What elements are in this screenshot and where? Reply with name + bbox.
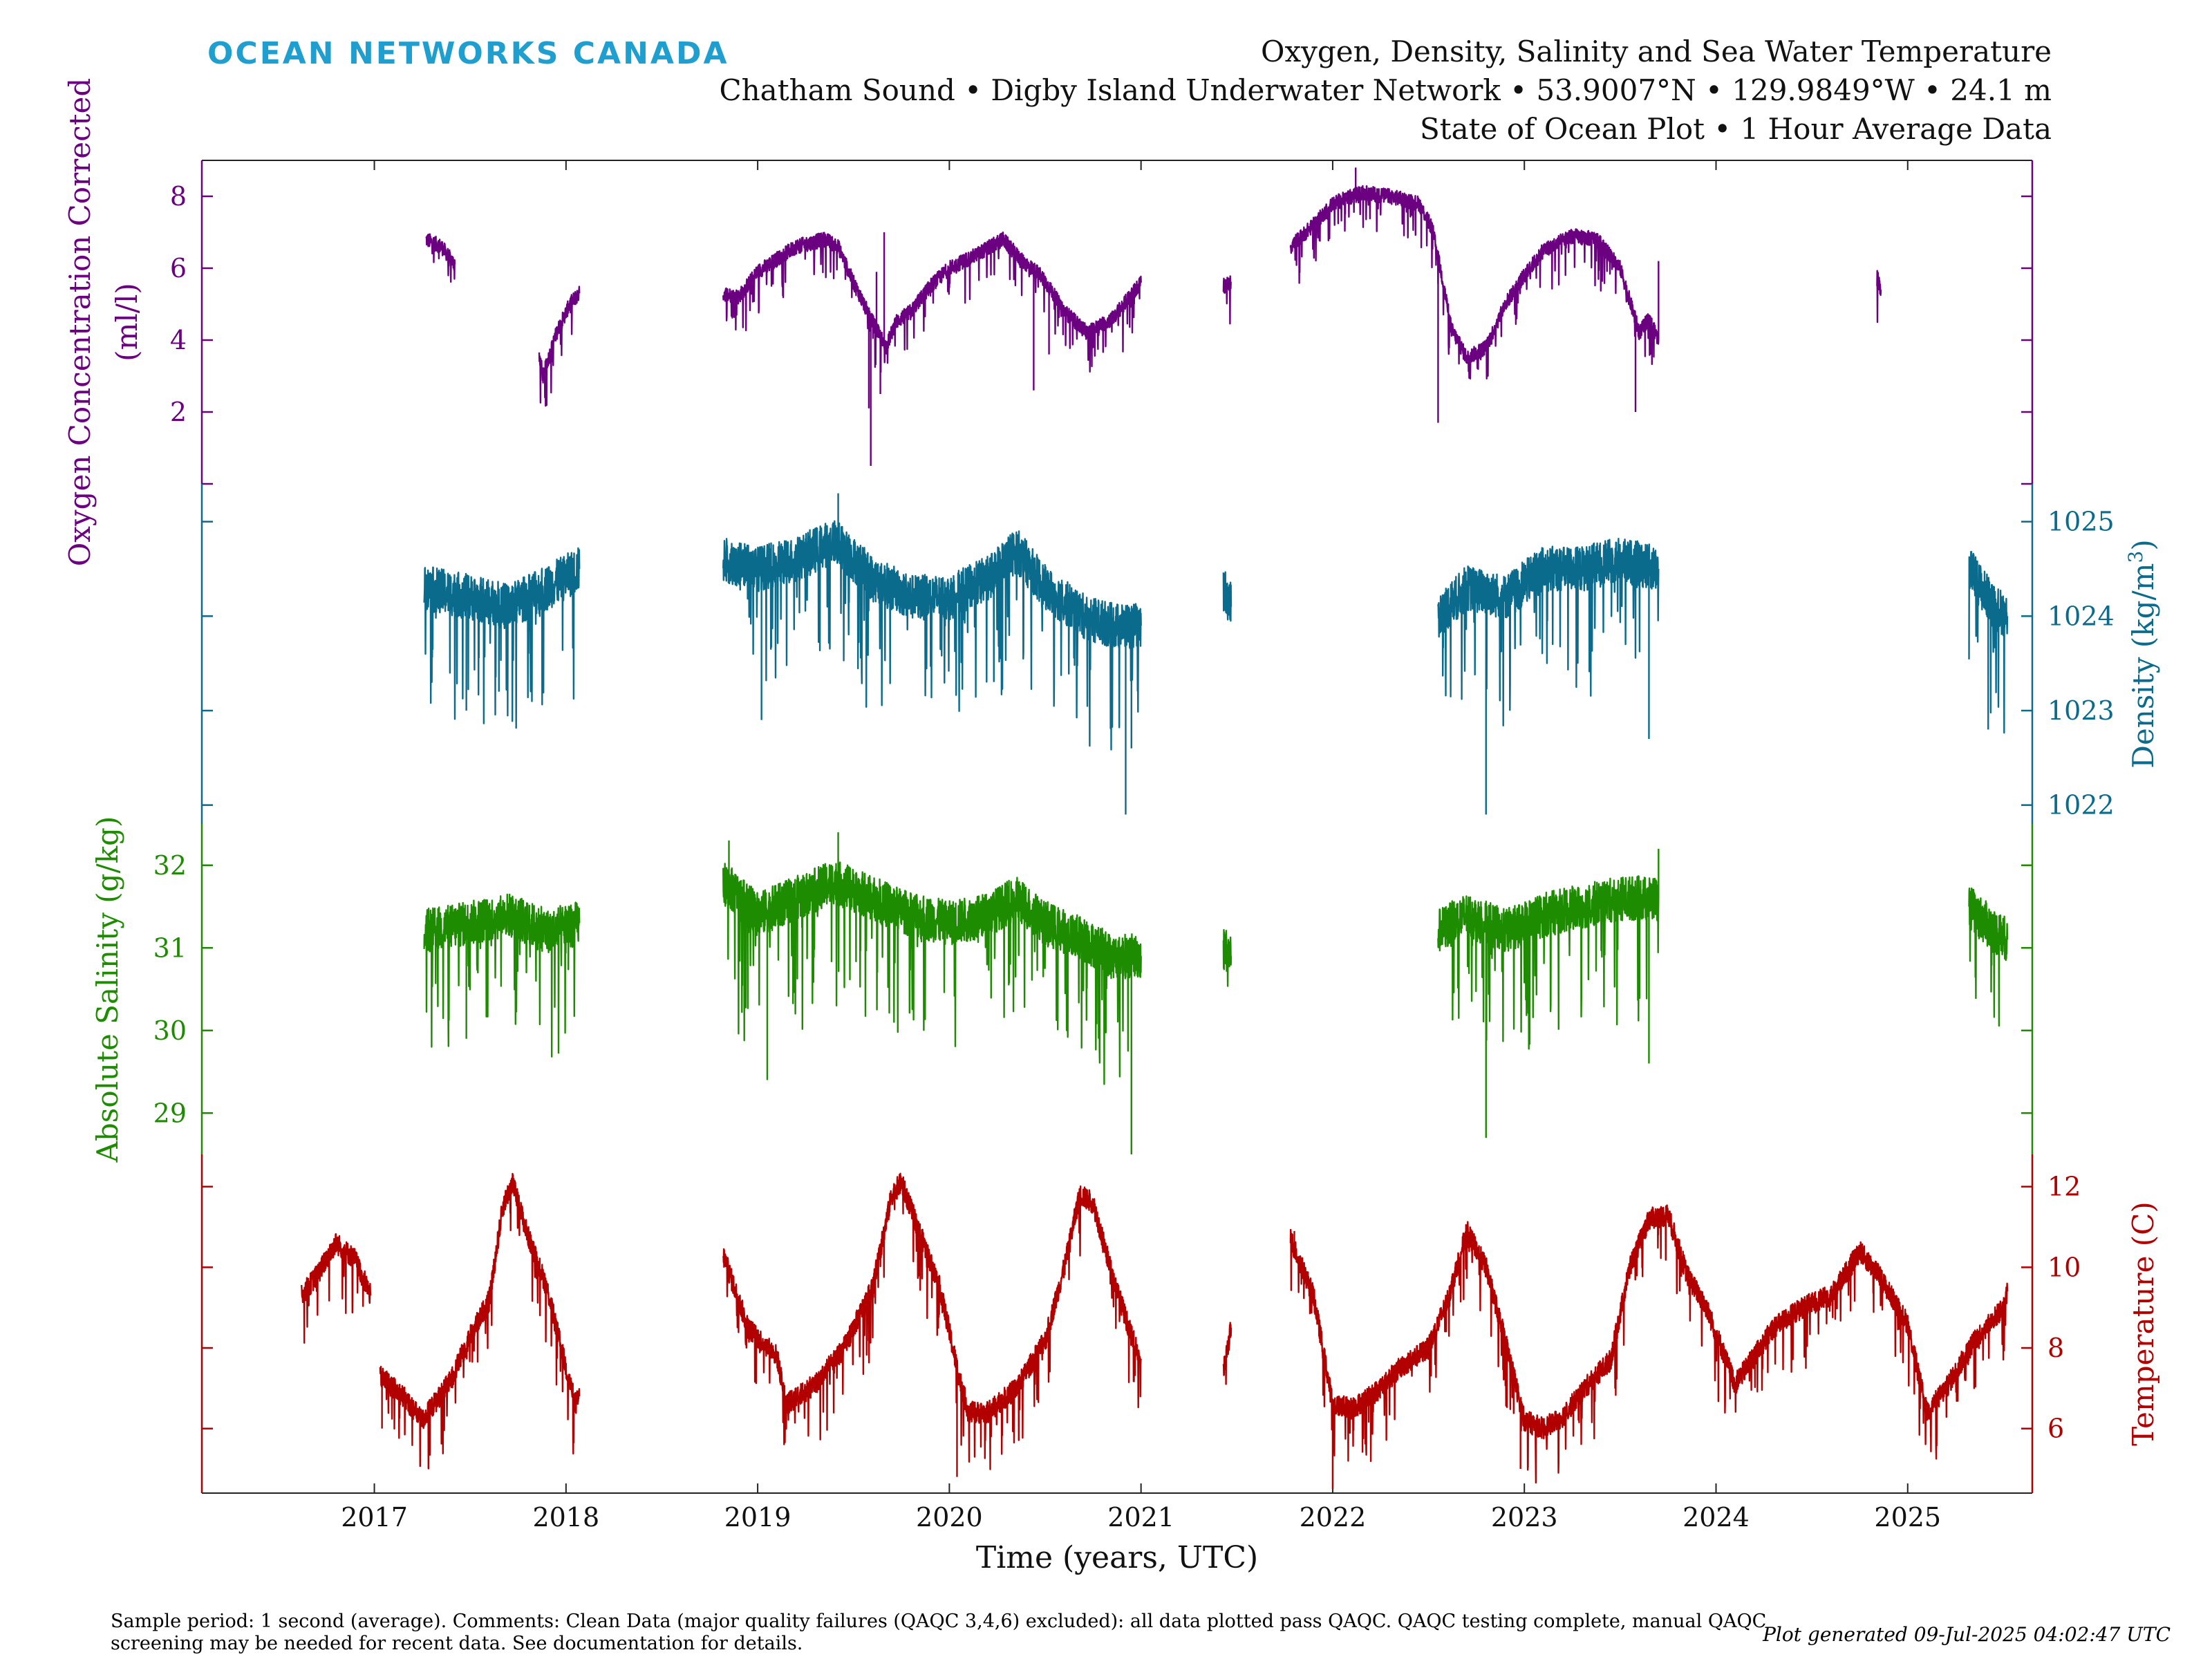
plot-generated-timestamp: Plot generated 09-Jul-2025 04:02:47 UTC: [1763, 1623, 2171, 1646]
salinity-series-line: [1437, 875, 1660, 1050]
oxygen-y-tick-label: 4: [170, 325, 187, 355]
density-y-tick-label: 1023: [2047, 695, 2115, 726]
oxygen-series-line: [425, 233, 456, 283]
temperature-y-tick-label: 10: [2047, 1252, 2081, 1282]
density-y-tick-label: 1024: [2047, 601, 2115, 631]
x-tick-label: 2017: [341, 1502, 408, 1533]
oxygen-series-line: [1289, 185, 1660, 379]
temperature-series-line: [722, 1172, 1142, 1470]
plot-title: Oxygen, Density, Salinity and Sea Water …: [1261, 35, 2052, 68]
oxygen-series-line: [538, 285, 581, 407]
density-series-line: [1437, 538, 1660, 727]
oxygen-axis-label: Oxygen Concentration Corrected: [63, 78, 97, 566]
oxygen-series-line: [1222, 275, 1232, 325]
oxygen-axis-label-group: Oxygen Concentration Corrected (ml/l): [63, 78, 144, 566]
x-tick-label: 2020: [916, 1502, 983, 1533]
density-axis-label-group: Density (kg/m3): [2124, 539, 2160, 768]
x-tick-label: 2024: [1683, 1502, 1750, 1533]
salinity-axis-label: Absolute Salinity (g/kg): [91, 816, 124, 1163]
temperature-series-line: [1222, 1322, 1232, 1385]
salinity-y-tick-label: 29: [153, 1098, 187, 1128]
density-series-line: [423, 547, 581, 729]
oxygen-y-tick-label: 2: [170, 397, 187, 427]
temperature-series-line: [379, 1172, 581, 1470]
salinity-series-line: [1968, 887, 2009, 1027]
oxygen-axis-unit: (ml/l): [110, 283, 144, 362]
temperature-y-tick-label: 6: [2047, 1414, 2064, 1444]
oxygen-series-line: [1876, 270, 1882, 324]
brand-logo-text: OCEAN NETWORKS CANADA: [207, 36, 729, 71]
x-tick-label: 2022: [1300, 1502, 1367, 1533]
x-tick-label: 2021: [1107, 1502, 1174, 1533]
salinity-axis-label-group: Absolute Salinity (g/kg): [91, 816, 124, 1163]
temperature-series-line: [1289, 1204, 2009, 1484]
salinity-series-line: [1222, 929, 1232, 987]
x-tick-label: 2018: [532, 1502, 599, 1533]
plot-subtitle-2: State of Ocean Plot • 1 Hour Average Dat…: [1419, 112, 2052, 146]
temperature-axis-label: Temperature (C): [2126, 1201, 2160, 1445]
salinity-y-tick-label: 30: [153, 1015, 187, 1046]
oxygen-y-tick-label: 8: [170, 181, 187, 212]
plot-subtitle: Chatham Sound • Digby Island Underwater …: [719, 73, 2052, 107]
temperature-series-line: [301, 1232, 372, 1344]
oxygen-y-tick-label: 6: [170, 253, 187, 283]
density-y-tick-label: 1022: [2047, 790, 2115, 821]
density-series-line: [1222, 571, 1232, 622]
salinity-series-line: [423, 893, 581, 1058]
salinity-series-line: [722, 861, 1142, 1085]
x-tick-label: 2025: [1874, 1502, 1941, 1533]
density-series-line: [722, 520, 1142, 751]
salinity-y-tick-label: 32: [153, 850, 187, 881]
temperature-axis-label-group: Temperature (C): [2126, 1201, 2160, 1445]
footer-comments: Sample period: 1 second (average). Comme…: [111, 1611, 1767, 1654]
x-tick-label: 2023: [1491, 1502, 1558, 1533]
density-y-tick-label: 1025: [2047, 507, 2115, 537]
salinity-y-tick-label: 31: [153, 932, 187, 963]
density-axis-label: Density (kg/m3): [2124, 539, 2160, 768]
oxygen-series-line: [722, 231, 1142, 373]
temperature-y-tick-label: 12: [2047, 1172, 2081, 1202]
x-tick-label: 2019: [724, 1502, 791, 1533]
x-axis-label: Time (years, UTC): [976, 1540, 1258, 1575]
temperature-y-tick-label: 8: [2047, 1333, 2064, 1363]
